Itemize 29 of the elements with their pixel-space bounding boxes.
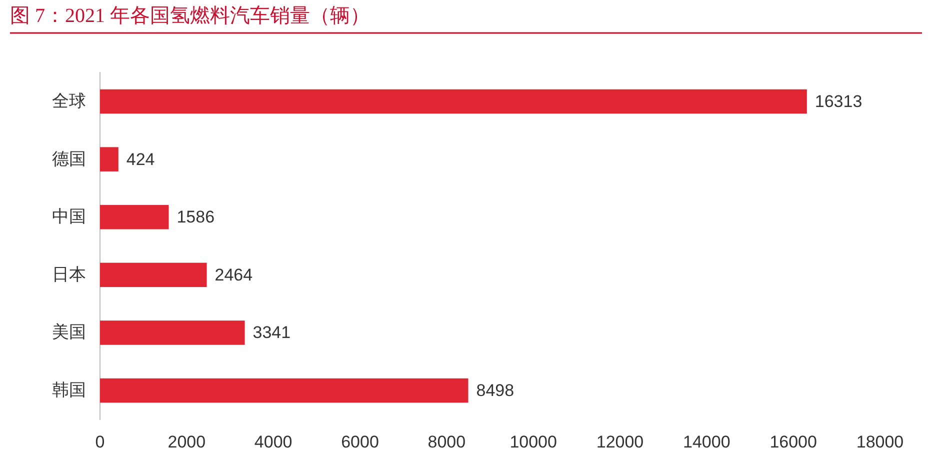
bar	[100, 147, 118, 172]
x-tick-label: 4000	[254, 432, 292, 452]
x-tick-label: 2000	[168, 432, 206, 452]
y-tick-label: 中国	[52, 207, 86, 228]
data-label: 1586	[176, 208, 215, 227]
x-tick-label: 10000	[510, 432, 557, 452]
x-tick-label: 18000	[856, 432, 904, 452]
y-tick-label: 美国	[52, 322, 86, 343]
data-label: 2464	[214, 265, 253, 284]
bar	[100, 262, 207, 288]
x-tick-label: 16000	[770, 432, 817, 452]
bar	[100, 89, 807, 114]
y-tick-label: 韩国	[52, 380, 86, 401]
x-tick-label: 6000	[341, 432, 379, 452]
bar	[100, 378, 468, 403]
data-label: 3341	[252, 323, 291, 342]
x-tick-label: 8000	[428, 432, 466, 452]
x-tick-label: 14000	[683, 432, 730, 452]
y-tick-label: 德国	[52, 149, 86, 170]
bar	[100, 320, 245, 345]
data-label: 424	[126, 150, 155, 169]
data-label: 8498	[476, 381, 514, 400]
x-tick-label: 12000	[596, 432, 644, 452]
data-label: 16313	[814, 92, 862, 111]
bar	[100, 204, 169, 230]
y-tick-label: 日本	[52, 264, 86, 285]
y-tick-label: 全球	[52, 91, 86, 112]
chart-title: 图 7：2021 年各国氢燃料汽车销量（辆）	[10, 5, 370, 27]
x-tick-label: 0	[95, 432, 105, 452]
